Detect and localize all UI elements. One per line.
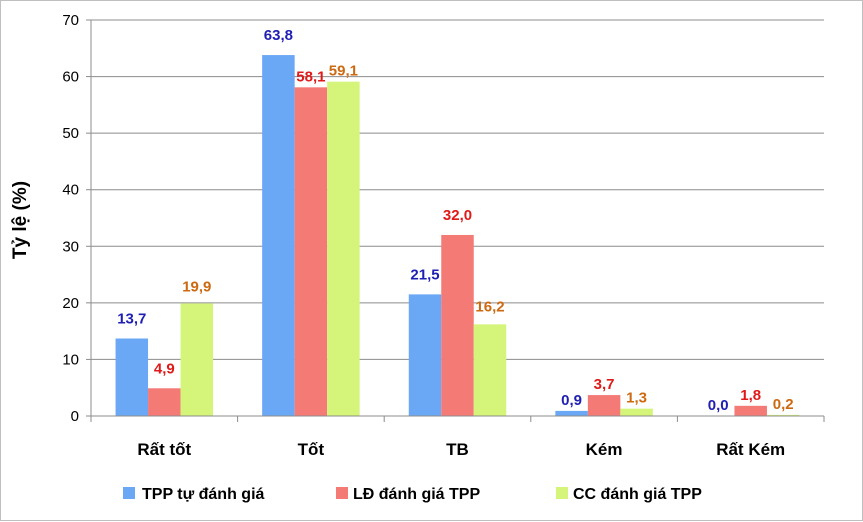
y-tick-label: 70	[62, 12, 79, 29]
legend-swatch	[123, 487, 135, 499]
legend-item: TPP tự đánh giá	[123, 486, 265, 503]
y-axis-label: Tỷ lệ (%)	[10, 181, 31, 259]
bars	[115, 55, 800, 417]
legend-swatch	[556, 487, 568, 499]
legend: TPP tự đánh giá LĐ đánh giá TPP CC đánh gi…	[123, 486, 702, 503]
data-label: 63,8	[264, 27, 293, 44]
legend-item: LĐ đánh giá TPP	[336, 486, 480, 503]
y-axis-ticks: 0 10 20 30 40 50 60 70	[62, 12, 91, 425]
y-tick-label: 20	[62, 295, 79, 312]
bar	[441, 234, 474, 416]
data-label: 1,8	[740, 387, 761, 404]
legend-label: CC đánh giá TPP	[573, 486, 702, 503]
data-labels: 13,7 4,9 19,9 63,8 58,1 59,1 21,5 32,0 16,2 0,9 3,…	[117, 27, 793, 414]
data-label: 59,1	[329, 63, 358, 80]
bar	[734, 405, 767, 416]
data-label: 1,3	[626, 390, 647, 407]
data-label: 3,7	[594, 376, 615, 393]
bar	[327, 81, 360, 417]
x-axis-categories: Rất tốt Tốt TB Kém Rất Kém	[137, 440, 785, 459]
legend-label: LĐ đánh giá TPP	[353, 486, 480, 503]
y-tick-label: 10	[62, 351, 79, 368]
data-label: 0,9	[561, 392, 582, 409]
x-category-label: Rất Kém	[716, 440, 785, 459]
bar	[766, 414, 800, 416]
bar	[473, 324, 507, 416]
bar	[262, 55, 295, 417]
data-label: 0,0	[708, 397, 729, 414]
bar	[408, 294, 442, 416]
bar	[555, 410, 588, 416]
x-category-label: Kém	[586, 440, 623, 459]
data-label: 58,1	[296, 68, 325, 85]
data-label: 4,9	[154, 360, 175, 377]
y-tick-label: 40	[62, 182, 79, 199]
axes	[90, 20, 825, 422]
bar	[115, 338, 149, 416]
x-category-label: Rất tốt	[137, 440, 191, 459]
x-category-label: TB	[446, 440, 469, 459]
bar	[148, 388, 181, 416]
data-label: 19,9	[182, 278, 211, 295]
bar	[180, 303, 214, 416]
legend-swatch	[336, 487, 348, 499]
y-tick-label: 50	[62, 125, 79, 142]
data-label: 16,2	[475, 298, 504, 315]
bar	[294, 87, 328, 416]
data-label: 0,2	[773, 396, 794, 413]
legend-label: TPP tự đánh giá	[142, 486, 265, 503]
y-tick-label: 30	[62, 238, 79, 255]
x-category-label: Tốt	[298, 440, 325, 459]
y-tick-label: 0	[71, 408, 79, 425]
legend-item: CC đánh giá TPP	[556, 486, 702, 503]
data-label: 13,7	[117, 310, 146, 327]
bar	[587, 395, 621, 416]
data-label: 32,0	[443, 207, 472, 224]
data-label: 21,5	[410, 266, 439, 283]
bar	[620, 408, 653, 416]
y-tick-label: 60	[62, 69, 79, 86]
